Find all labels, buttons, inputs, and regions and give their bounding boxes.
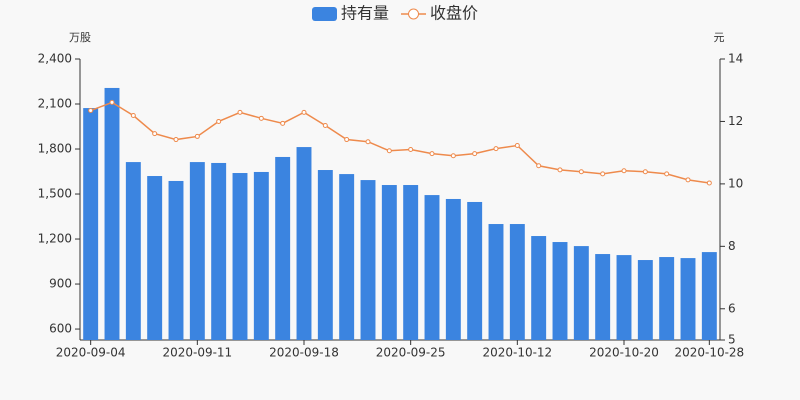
bar [424,195,440,340]
bar [467,201,483,340]
bar [104,87,120,340]
bar [317,170,333,340]
x-tick-label: 2020-09-18 [269,346,339,360]
bar [488,224,504,340]
bar [616,255,632,340]
y-tick-label: 900 [49,277,72,291]
x-tick-label: 2020-09-04 [56,346,126,360]
bar [381,185,397,340]
line-point [472,151,478,157]
x-tick-label: 2020-10-20 [589,346,659,360]
bar [509,224,525,340]
bar [125,162,141,340]
bar [253,171,269,340]
line-point [344,137,350,143]
bar [211,162,227,340]
x-tick-label: 2020-10-28 [674,346,744,360]
line-point [301,109,307,115]
line-point [685,177,691,183]
y-tick-label: 2,100 [38,97,72,111]
bar [296,147,312,340]
bar [360,180,376,340]
bar [595,254,611,340]
legend-swatch [408,8,420,20]
line-point [386,148,392,154]
legend-label: 持有量 [341,4,389,23]
line-point [152,131,158,137]
bar [147,176,163,340]
x-tick-label: 2020-09-25 [376,346,446,360]
bar [275,156,291,340]
bar [659,257,675,340]
line-point [493,146,499,152]
y-tick-label: 2,400 [38,52,72,66]
y2-axis-label: 元 [714,31,725,44]
bar [701,252,717,340]
line-point [600,171,606,177]
bar [232,173,248,340]
bar [403,185,419,340]
legend-swatch [312,7,337,21]
line-point [130,113,136,119]
line-point [109,99,115,105]
line-point [280,120,286,126]
line-point [706,180,712,186]
bar [573,246,589,340]
bar [680,258,696,340]
line-point [578,169,584,175]
line-point [173,137,179,143]
y2-tick-label: 12 [728,114,743,128]
line-point [664,171,670,177]
line-point [216,118,222,124]
line-point [408,147,414,153]
line-point [642,169,648,175]
bar [445,198,461,340]
y-tick-label: 1,200 [38,232,72,246]
line-point [429,151,435,157]
line-point [450,153,456,159]
line-point [237,109,243,115]
y2-tick-label: 14 [728,52,743,66]
line-point [322,123,328,129]
line-point [258,115,264,121]
legend: 持有量 收盘价 [312,4,478,23]
line-point [514,142,520,148]
bar [168,180,184,340]
bar [339,174,355,340]
bar [637,260,653,340]
line-point [621,168,627,174]
y-tick-label: 1,500 [38,187,72,201]
x-tick-label: 2020-10-12 [482,346,552,360]
bar [189,162,205,340]
line-point [536,163,542,169]
line-point [557,167,563,173]
bar [552,242,568,340]
y-tick-label: 1,800 [38,142,72,156]
bar [531,236,547,340]
y-tick-label: 600 [49,322,72,336]
line-point [88,108,94,114]
y2-tick-label: 6 [728,301,736,315]
y2-tick-label: 10 [728,176,743,190]
bar [83,108,99,340]
y2-tick-label: 5 [728,333,736,347]
line [90,101,710,184]
line-point [194,133,200,139]
y-axis-label: 万股 [69,31,91,44]
y2-tick-label: 8 [728,239,736,253]
x-tick-label: 2020-09-11 [162,346,232,360]
legend-label: 收盘价 [430,4,478,23]
line-point [365,139,371,145]
